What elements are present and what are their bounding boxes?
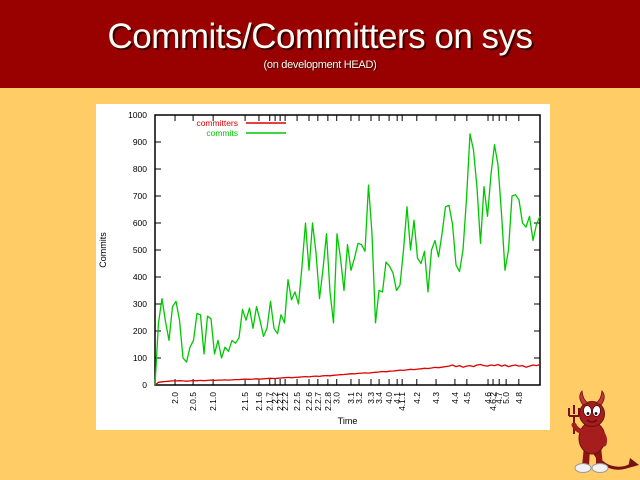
- x-tick-label: 4.0: [384, 392, 394, 404]
- daemon-horn: [579, 390, 589, 406]
- y-tick-label: 700: [133, 191, 147, 201]
- x-tick-label: 2.1.0: [208, 392, 218, 411]
- y-tick-label: 900: [133, 137, 147, 147]
- x-tick-label: 2.2: [270, 392, 280, 404]
- x-tick-label: 2.0.5: [188, 392, 198, 411]
- x-axis-title: Time: [338, 416, 358, 426]
- legend-label: commits: [206, 128, 238, 138]
- daemon-horn: [595, 390, 605, 406]
- y-tick-label: 400: [133, 272, 147, 282]
- x-tick-label: 2.2.1: [275, 392, 285, 411]
- x-tick-label: 4.4: [450, 392, 460, 404]
- x-tick-label: 4.3: [431, 392, 441, 404]
- bsd-daemon-mascot: [568, 390, 639, 473]
- daemon-smile: [586, 419, 598, 423]
- daemon-arm: [571, 422, 586, 435]
- x-tick-label: 4.7: [494, 392, 504, 404]
- x-tick-label: 4.6: [483, 392, 493, 404]
- y-tick-label: 100: [133, 353, 147, 363]
- x-tick-label: 3.2: [354, 392, 364, 404]
- x-tick-label: 5.0: [501, 392, 511, 404]
- commits-chart: 0 100 200 300 400 500 600 700 800 900 1000 2.0 2.0.5…: [98, 110, 541, 426]
- x-tick-label: 4.8: [514, 392, 524, 404]
- y-axis-title: Commits: [98, 232, 108, 268]
- daemon-tail-tip: [628, 458, 639, 468]
- slide-header: Commits/Committers on sys (on developmen…: [0, 0, 640, 88]
- y-tick-label: 600: [133, 218, 147, 228]
- x-tick-label: 3.4: [374, 392, 384, 404]
- series-commits: [154, 133, 541, 386]
- y-tick-label: 200: [133, 326, 147, 336]
- x-tick-label: 4.1: [392, 392, 402, 404]
- x-tick-label: 4.2: [412, 392, 422, 404]
- daemon-arm: [598, 429, 608, 447]
- x-tick-label: 3.1: [346, 392, 356, 404]
- x-tick-label: 3.3: [366, 392, 376, 404]
- series-committers: [154, 363, 541, 386]
- daemon-eye: [583, 405, 592, 417]
- y-tick-label: 800: [133, 164, 147, 174]
- x-tick-label: 4.5: [462, 392, 472, 404]
- x-tick-label: 2.1.6: [254, 392, 264, 411]
- y-tick-label: 500: [133, 245, 147, 255]
- x-tick-label: 2.2.5: [292, 392, 302, 411]
- daemon-eye: [592, 405, 601, 417]
- x-tick-label: 4.6.2: [488, 392, 498, 411]
- x-tick-label: 2.2.2: [280, 392, 290, 411]
- slide-subtitle: (on development HEAD): [263, 58, 377, 71]
- x-tick-label: 2.2.7: [313, 392, 323, 411]
- legend-label: committers: [196, 118, 238, 128]
- x-tick-label: 2.2.6: [304, 392, 314, 411]
- x-tick-label: 4.1.1: [397, 392, 407, 411]
- x-tick-label: 2.1.7: [265, 392, 275, 411]
- x-tick-label: 2.0: [170, 392, 180, 404]
- chart-panel: 0 100 200 300 400 500 600 700 800 900 1000 2.0 2.0.5…: [96, 104, 550, 430]
- daemon-sneaker: [574, 463, 592, 473]
- slide-title: Commits/Committers on sys: [107, 17, 533, 57]
- y-tick-label: 1000: [128, 110, 147, 120]
- daemon-sneaker: [591, 463, 609, 473]
- x-tick-label: 2.2.8: [323, 392, 333, 411]
- y-tick-label: 300: [133, 299, 147, 309]
- x-tick-label: 2.1.5: [240, 392, 250, 411]
- x-tick-label: 3.0: [332, 392, 342, 404]
- daemon-pupil: [594, 412, 598, 415]
- y-tick-label: 0: [142, 380, 147, 390]
- daemon-pupil: [586, 412, 590, 415]
